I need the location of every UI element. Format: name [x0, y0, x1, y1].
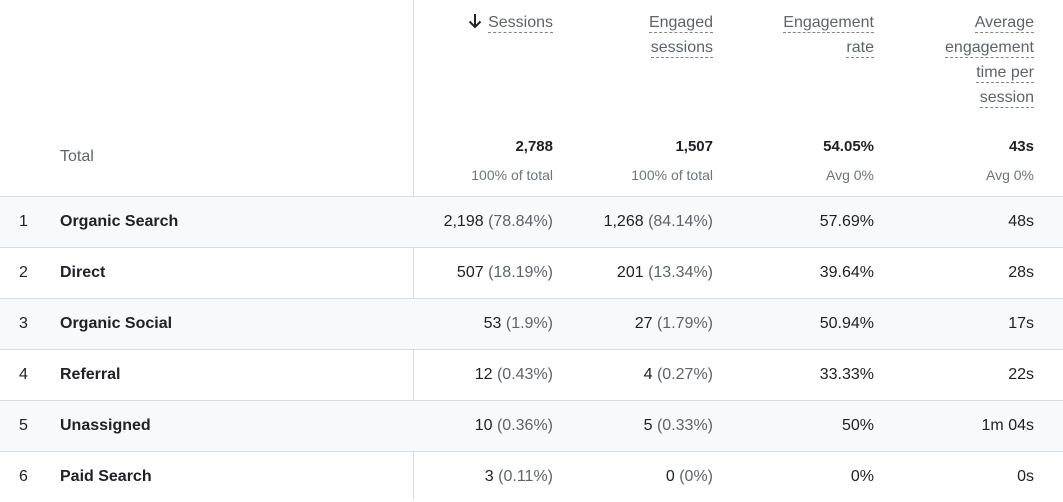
engagement-rate-cell: 0% — [850, 468, 874, 485]
table-row[interactable]: 5 Unassigned 10 (0.36%) 5 (0.33%) 50% 1m… — [0, 401, 1063, 452]
engaged-percent: (13.34%) — [648, 264, 713, 281]
total-engagement-rate: 54.05% — [823, 138, 874, 155]
total-engaged-sub: 100% of total — [631, 167, 713, 183]
total-sessions: 2,788 — [515, 138, 553, 155]
row-index: 6 — [19, 468, 28, 485]
channel-name[interactable]: Unassigned — [60, 417, 151, 434]
sessions-value: 53 — [483, 315, 502, 332]
channel-name[interactable]: Organic Search — [60, 213, 179, 230]
engagement-rate-cell: 33.33% — [819, 366, 874, 383]
avg-time-cell: 1m 04s — [981, 417, 1034, 434]
engaged-cell: 1,268 (84.14%) — [604, 197, 713, 247]
sessions-cell: 12 (0.43%) — [475, 350, 553, 400]
avg-time-cell: 0s — [1017, 468, 1034, 485]
column-header-label: rate — [846, 39, 874, 58]
avg-time-cell: 48s — [1008, 213, 1034, 230]
column-header-sessions[interactable]: Sessions — [468, 10, 553, 35]
sessions-value: 12 — [474, 366, 493, 383]
total-time-sub: Avg 0% — [986, 167, 1034, 183]
engagement-rate-cell: 50% — [841, 417, 874, 434]
total-rate-sub: Avg 0% — [826, 167, 874, 183]
engaged-value: 1,268 — [603, 213, 644, 230]
column-header-engaged-sessions[interactable]: Engaged sessions — [648, 10, 713, 60]
engaged-value: 27 — [634, 315, 653, 332]
column-header-label: time per — [976, 64, 1034, 83]
table-header — [0, 0, 1063, 197]
channel-name[interactable]: Paid Search — [60, 468, 152, 485]
sessions-value: 507 — [456, 264, 484, 281]
row-index: 3 — [19, 315, 28, 332]
total-label: Total — [60, 148, 94, 165]
column-header-engagement-rate[interactable]: Engagement rate — [783, 10, 874, 60]
engaged-percent: (0.27%) — [656, 366, 713, 383]
row-index: 5 — [19, 417, 28, 434]
column-header-label: Sessions — [488, 14, 553, 33]
table-row[interactable]: 3 Organic Social 53 (1.9%) 27 (1.79%) 50… — [0, 299, 1063, 350]
arrow-down-icon[interactable] — [468, 13, 482, 29]
engaged-cell: 27 (1.79%) — [635, 299, 713, 349]
engaged-percent: (1.79%) — [656, 315, 713, 332]
column-header-label: sessions — [650, 39, 713, 58]
table-row[interactable]: 4 Referral 12 (0.43%) 4 (0.27%) 33.33% 2… — [0, 350, 1063, 401]
sessions-percent: (18.19%) — [488, 264, 553, 281]
avg-time-cell: 17s — [1008, 315, 1034, 332]
row-index: 4 — [19, 366, 28, 383]
total-avg-time: 43s — [1008, 138, 1034, 155]
column-header-avg-engagement-time[interactable]: Average engagement time per session — [945, 10, 1034, 110]
sessions-cell: 2,198 (78.84%) — [444, 197, 553, 247]
sessions-value: 3 — [484, 468, 494, 485]
avg-time-cell: 28s — [1008, 264, 1034, 281]
row-index: 2 — [19, 264, 28, 281]
engaged-value: 4 — [643, 366, 653, 383]
column-divider — [413, 0, 414, 499]
engaged-cell: 4 (0.27%) — [644, 350, 713, 400]
engaged-value: 201 — [616, 264, 644, 281]
engaged-cell: 0 (0%) — [666, 452, 713, 502]
column-header-label: Engaged — [648, 14, 713, 33]
column-header-label: Engagement — [783, 14, 874, 33]
engaged-percent: (84.14%) — [648, 213, 713, 230]
sessions-cell: 507 (18.19%) — [457, 248, 553, 298]
column-header-label: Average — [974, 14, 1034, 33]
engagement-rate-cell: 50.94% — [819, 315, 874, 332]
channel-name[interactable]: Organic Social — [60, 315, 173, 332]
sessions-percent: (0.11%) — [498, 468, 553, 485]
sessions-cell: 3 (0.11%) — [485, 452, 553, 502]
sessions-percent: (1.9%) — [505, 315, 553, 332]
engaged-value: 0 — [665, 468, 675, 485]
column-header-label: session — [979, 89, 1034, 108]
table-row[interactable]: 1 Organic Search 2,198 (78.84%) 1,268 (8… — [0, 197, 1063, 248]
engaged-value: 5 — [643, 417, 653, 434]
sessions-percent: (0.36%) — [496, 417, 553, 434]
table-row[interactable]: 6 Paid Search 3 (0.11%) 0 (0%) 0% 0s — [0, 452, 1063, 502]
table-row[interactable]: 2 Direct 507 (18.19%) 201 (13.34%) 39.64… — [0, 248, 1063, 299]
column-header-label: engagement — [945, 39, 1034, 58]
sessions-percent: (78.84%) — [488, 213, 553, 230]
engaged-percent: (0.33%) — [656, 417, 713, 434]
row-index: 1 — [19, 213, 28, 230]
sessions-cell: 10 (0.36%) — [475, 401, 553, 451]
sessions-value: 2,198 — [443, 213, 484, 230]
sessions-value: 10 — [474, 417, 493, 434]
sessions-cell: 53 (1.9%) — [484, 299, 553, 349]
engagement-rate-cell: 39.64% — [819, 264, 874, 281]
engaged-cell: 5 (0.33%) — [644, 401, 713, 451]
total-engaged-sessions: 1,507 — [675, 138, 713, 155]
channel-name[interactable]: Referral — [60, 366, 121, 383]
total-sessions-sub: 100% of total — [471, 167, 553, 183]
engagement-rate-cell: 57.69% — [819, 213, 874, 230]
engaged-cell: 201 (13.34%) — [617, 248, 713, 298]
avg-time-cell: 22s — [1008, 366, 1034, 383]
channel-name[interactable]: Direct — [60, 264, 106, 281]
sessions-percent: (0.43%) — [496, 366, 553, 383]
engaged-percent: (0%) — [679, 468, 713, 485]
